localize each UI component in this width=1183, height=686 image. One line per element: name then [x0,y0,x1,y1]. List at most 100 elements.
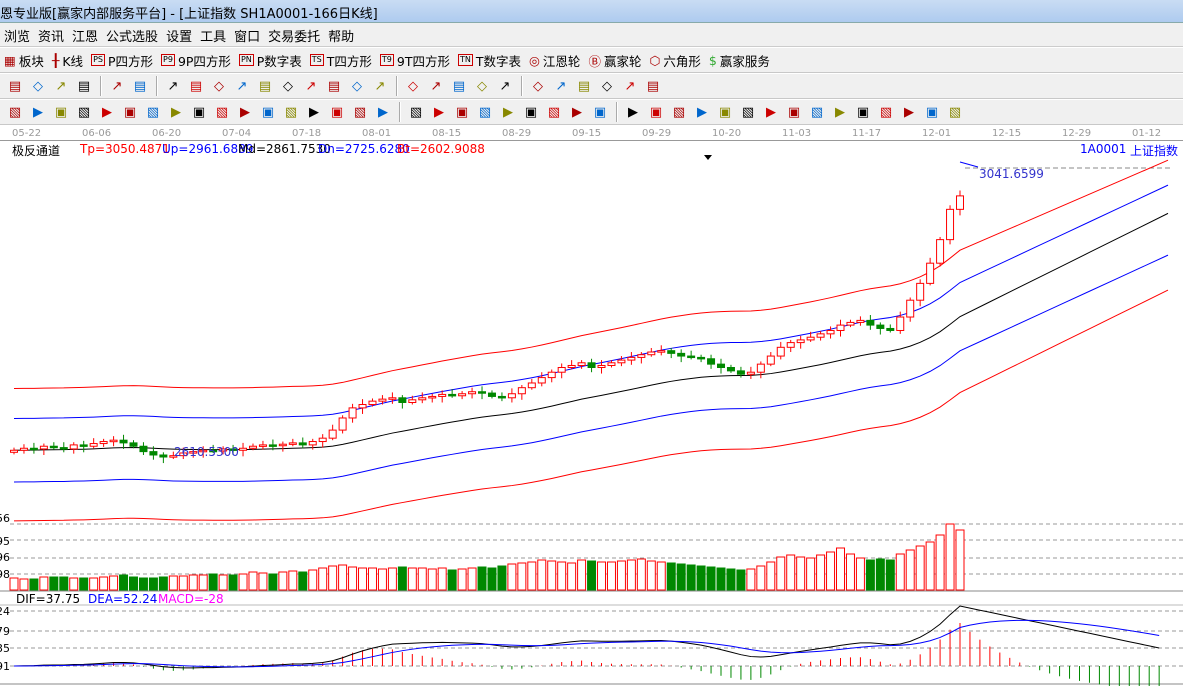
toolbar-button[interactable]: TS T四方形 [309,51,372,70]
gold-angle-icon[interactable]: ▧ [879,104,893,120]
clipboard-icon[interactable]: ▤ [8,78,22,94]
diamond-shrink-icon[interactable]: ▤ [327,78,341,94]
computer-icon[interactable]: ▤ [646,78,660,94]
menu-item[interactable]: 窗口 [234,30,261,45]
wave9-icon[interactable]: ↗ [55,78,67,94]
volume-bar [49,576,59,591]
toolbar-button[interactable]: PS P四方形 [91,51,153,70]
toolbar-button[interactable]: P9 9P四方形 [161,51,231,70]
table-icon[interactable]: ▶ [628,104,638,120]
diamond-h-icon[interactable]: ◇ [352,78,362,94]
toolbar-button-label: K线 [62,53,84,69]
wave3-icon[interactable]: ◇ [33,78,43,94]
percent-line-icon[interactable]: ▣ [649,104,663,120]
pattern-icon[interactable]: ↗ [111,78,123,94]
gift-icon[interactable]: ◇ [477,78,487,94]
diamond-v-icon[interactable]: ↗ [374,78,386,94]
square-fan-icon[interactable]: ▣ [455,104,469,120]
slash-icon[interactable]: ▧ [284,104,298,120]
toolbar-button[interactable]: ⬡ 六角形 [649,51,700,70]
first-icon[interactable]: ↗ [167,78,179,94]
volume-bar [99,576,109,591]
toolbar-button[interactable]: T9 9T四方形 [379,51,450,70]
fork-icon[interactable]: ▣ [54,104,68,120]
pencil-icon[interactable]: ▶ [766,104,776,120]
fan-icon[interactable]: ▶ [434,104,444,120]
candlestick-icon: ╂ [51,52,60,68]
crosshair-icon[interactable]: ↗ [430,78,442,94]
toolbar-button[interactable]: TN T数字表 [457,51,521,70]
toolbar-button[interactable]: PN P数字表 [238,51,302,70]
gold-box-icon[interactable]: ▧ [810,104,824,120]
grid-icon[interactable]: ▧ [353,104,367,120]
lines-icon[interactable]: ▣ [593,104,607,120]
circle-icon[interactable]: ▣ [123,104,137,120]
flag-icon[interactable]: ▤ [133,78,147,94]
volume-bar [736,569,746,591]
diamond-expand-icon[interactable]: ↗ [305,78,317,94]
gold2-icon[interactable]: ▶ [33,104,43,120]
toolbar-button[interactable]: $ 赢家服务 [709,51,770,70]
bars-icon[interactable]: ▧ [146,104,160,120]
grid2-icon[interactable]: ▧ [547,104,561,120]
triangle-icon[interactable]: ▣ [192,104,206,120]
diamond-right-icon[interactable]: ◇ [283,78,293,94]
gold-circle-icon[interactable]: ▣ [718,104,732,120]
gold1-icon[interactable]: ▧ [8,104,22,120]
menu-item[interactable]: 江恩 [72,30,99,45]
toolbar-button[interactable]: ▦ 板块 [4,51,44,70]
spiral-icon[interactable]: ▧ [77,104,91,120]
menu-item[interactable]: 浏览 [4,30,31,45]
left-icon[interactable]: ◇ [214,78,224,94]
win-icon[interactable]: ▣ [330,104,344,120]
save-icon[interactable]: ◇ [602,78,612,94]
four-angle-icon[interactable]: ▧ [948,104,962,120]
menu-item[interactable]: 资讯 [38,30,65,45]
diamond-left-icon[interactable]: ▤ [258,78,272,94]
box-icon[interactable]: ▣ [261,104,275,120]
angle-icon[interactable]: ▶ [503,104,513,120]
candle [49,445,58,449]
diag-icon[interactable]: ▧ [478,104,492,120]
measure-icon[interactable]: ▶ [378,104,388,120]
toolbar-separator [616,102,618,122]
percent-lines-icon[interactable]: ▶ [697,104,707,120]
rect-icon[interactable]: ▧ [409,104,423,120]
volume-bar [109,575,119,591]
toolbar-button[interactable]: ╂ K线 [52,51,83,70]
god-angle-icon[interactable]: ▶ [904,104,914,120]
toolbar-button[interactable]: ◎ 江恩轮 [529,51,580,70]
win-angle-icon[interactable]: ▣ [925,104,939,120]
pen-icon[interactable]: ▶ [102,104,112,120]
calendar-icon[interactable]: ◇ [533,78,543,94]
gold-lines-icon[interactable]: ▧ [741,104,755,120]
wave-icon[interactable]: ▣ [787,104,801,120]
draw-line-icon[interactable]: ▤ [452,78,466,94]
calculator-icon[interactable]: ↗ [555,78,567,94]
n2-icon[interactable]: ▶ [171,104,181,120]
v-icon[interactable]: ▣ [524,104,538,120]
menu-item[interactable]: 交易委托 [268,30,321,45]
menu-item[interactable]: 公式选股 [106,30,159,45]
menu-item[interactable]: 工具 [200,30,227,45]
f-angle-icon[interactable]: ▣ [856,104,870,120]
volume-bar [328,565,338,591]
j-angle-icon[interactable]: ▶ [835,104,845,120]
star-icon[interactable]: ▶ [240,104,250,120]
right-icon[interactable]: ↗ [236,78,248,94]
menu-item[interactable]: 设置 [166,30,193,45]
hand-icon[interactable]: ◇ [408,78,418,94]
percent-icon[interactable]: ▧ [672,104,686,120]
menu-item[interactable]: 帮助 [328,30,355,45]
grid3-icon[interactable]: ▶ [572,104,582,120]
last-icon[interactable]: ▤ [189,78,203,94]
target-icon[interactable]: ▧ [215,104,229,120]
toolbar-button[interactable]: Ⓑ 赢家轮 [588,51,641,70]
recycle-icon[interactable]: ↗ [499,78,511,94]
god-icon[interactable]: ▶ [309,104,319,120]
candle-dropdown-icon[interactable]: ▤ [77,78,91,94]
notes-icon[interactable]: ▤ [577,78,591,94]
network-icon[interactable]: ↗ [624,78,636,94]
volume-bar [955,529,965,591]
